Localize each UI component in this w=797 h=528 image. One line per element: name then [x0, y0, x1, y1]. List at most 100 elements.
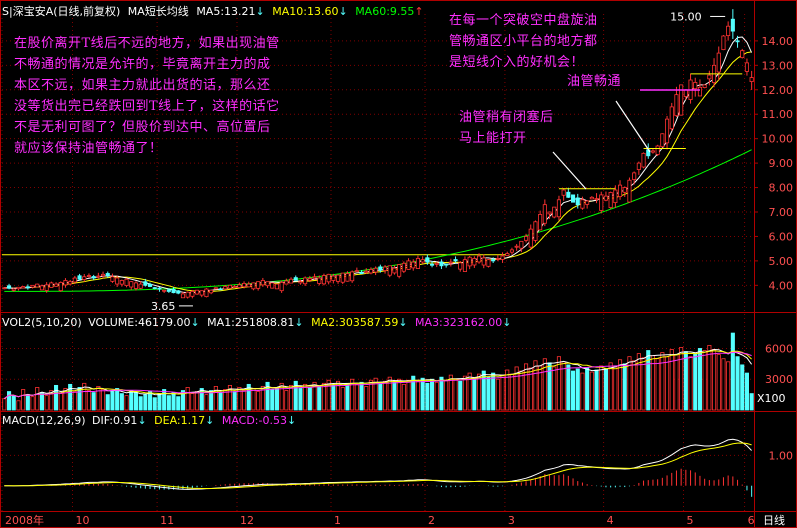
candle-body — [68, 281, 73, 285]
blocked-arrow — [552, 151, 587, 190]
candle-body — [72, 277, 77, 283]
volume-bar — [505, 369, 510, 411]
volume-bar — [54, 384, 59, 411]
candle-body — [481, 257, 486, 266]
ma60-arrow-icon: ↑ — [414, 5, 424, 18]
candle-body — [63, 280, 68, 286]
volume-bar — [58, 393, 63, 411]
candle-body — [411, 261, 416, 269]
top-right-annotation: 在每一个突破空中盘旋油 管畅通区小平台的地方都 是短线介入的好机会！ — [449, 10, 639, 73]
macd-label: MACD:-0.53 — [221, 414, 287, 427]
volume-bar — [519, 370, 524, 411]
volume-bar — [528, 367, 533, 411]
volume-bar — [176, 396, 181, 411]
volume-bar — [721, 358, 726, 411]
volume-bar — [11, 395, 16, 411]
candle-body — [227, 284, 232, 289]
candle-body — [566, 191, 571, 198]
candle-body — [594, 198, 599, 200]
volume-bar — [223, 389, 228, 411]
volume-tick-label: 3000 — [765, 373, 793, 386]
volume-bar — [110, 391, 115, 411]
price-tick-label: 5.00 — [769, 255, 794, 268]
candle-body — [491, 259, 496, 262]
volume-bar — [665, 356, 670, 411]
price-tick-label: 4.00 — [769, 279, 794, 292]
volume-bar — [7, 391, 12, 411]
volume-bar — [467, 372, 472, 411]
candle-body — [749, 77, 754, 82]
candle-body — [462, 259, 467, 272]
candle-body — [359, 272, 364, 275]
candle-body — [312, 276, 317, 279]
volume-bar — [622, 363, 627, 411]
candle-body — [307, 278, 312, 281]
volume-bar — [632, 360, 637, 411]
candle-body — [284, 280, 289, 285]
annotation-line: 本区不远，如果主力就此出货的话，那么还 — [14, 78, 271, 93]
candle-body — [317, 277, 322, 284]
candle-body — [679, 84, 684, 116]
candle-body — [368, 269, 373, 274]
candle-body — [641, 152, 646, 168]
volume-bar — [364, 386, 369, 411]
candle-body — [96, 275, 101, 278]
ma10-arrow-icon: ↓ — [338, 5, 348, 18]
candle-body — [660, 133, 665, 148]
volume-bar — [166, 395, 171, 411]
annotation-line: 管畅通区小平台的地方都 — [449, 34, 598, 49]
candle-body — [86, 275, 91, 277]
candle-body — [477, 255, 482, 263]
volume-bar — [594, 369, 599, 411]
volume-bar — [378, 382, 383, 411]
smooth-arrow — [615, 100, 651, 153]
volume-bar — [514, 366, 519, 411]
candle-body — [697, 86, 702, 97]
dea-line — [4, 442, 752, 489]
candle-body — [119, 280, 124, 285]
volume-bar — [462, 375, 467, 411]
candle-body — [430, 263, 435, 266]
volume-bar — [434, 381, 439, 411]
volume-bar — [303, 383, 308, 411]
annotation-line: 在股价离开T线后不远的地方，如果出现油管 — [14, 36, 280, 51]
volume-bar — [401, 383, 406, 411]
candle-body — [321, 275, 326, 285]
volume-bar — [246, 383, 251, 411]
volume-tick-label: 6000 — [765, 342, 793, 355]
volume-bar — [453, 378, 458, 411]
vol-ma2-label: MA2:303587.59 — [311, 316, 399, 329]
vol-ma2-line — [3, 350, 752, 400]
volume-bar — [68, 383, 73, 411]
volume-bar — [129, 390, 134, 411]
volume-bar — [608, 362, 613, 411]
high-price-label: 15.00 — [670, 10, 702, 23]
volume-bar — [477, 373, 482, 411]
volume-bar — [589, 371, 594, 411]
volume-bar — [580, 372, 585, 411]
volume-bar — [500, 374, 505, 411]
candle-body — [251, 282, 256, 290]
annotation-line: 不畅通的情况是允许的，毕竟离开主力的成 — [14, 57, 271, 72]
volume-bar — [740, 364, 745, 411]
candle-body — [650, 150, 655, 153]
candle-body — [406, 260, 411, 270]
candle-body — [683, 89, 688, 97]
time-tick-label: 4 — [607, 514, 614, 527]
stock-title: S|深宝安A(日线,前复权) — [2, 5, 121, 18]
volume-bar — [636, 353, 641, 411]
volume-bar — [298, 388, 303, 411]
candle-body — [693, 82, 698, 90]
volume-bar — [547, 362, 552, 411]
candle-body — [378, 266, 383, 271]
dif-arrow-icon: ↓ — [137, 414, 147, 427]
candle-body — [495, 258, 500, 260]
volume-bar — [251, 388, 256, 411]
volume-bar — [256, 391, 261, 411]
price-tick-label: 9.00 — [769, 157, 794, 170]
ma5-label: MA5:13.21 — [196, 5, 256, 18]
candle-body — [274, 283, 279, 290]
candle-body — [397, 264, 402, 277]
candle-body — [21, 286, 26, 289]
